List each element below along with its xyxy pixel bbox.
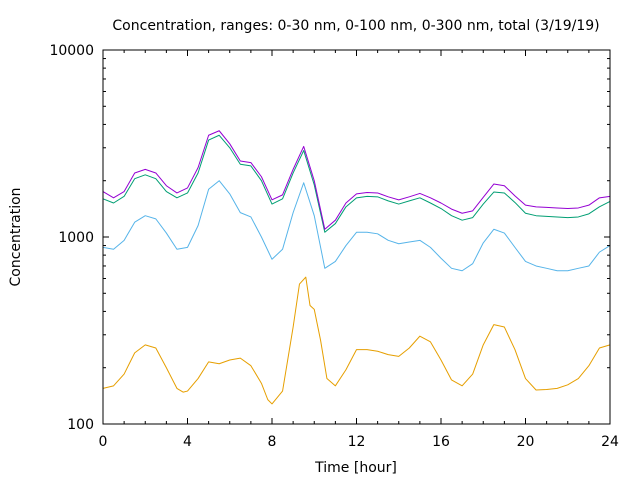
x-tick-label: 20: [517, 434, 535, 450]
x-axis-label: Time [hour]: [314, 460, 397, 476]
y-tick-label: 100: [67, 417, 94, 433]
y-axis-label: Concentration: [8, 187, 24, 286]
series-line-0-30-nm: [102, 276, 611, 405]
x-tick-label: 24: [601, 434, 619, 450]
y-tick-label: 10000: [49, 43, 94, 59]
plot-frame: [102, 49, 611, 425]
x-tick-label: 8: [268, 434, 277, 450]
x-tick-label: 4: [183, 434, 192, 450]
series-line-0-100-nm: [102, 180, 611, 272]
y-tick-label: 1000: [58, 230, 94, 246]
series-line-total: [102, 130, 611, 230]
x-tick-label: 12: [348, 434, 366, 450]
ticks-layer: 0 4 8 12 16 20 24 100 1000 10000: [49, 43, 619, 450]
x-tick-label: 0: [99, 434, 108, 450]
x-tick-label: 16: [432, 434, 450, 450]
series-line-0-300-nm: [102, 134, 611, 233]
series-layer: [102, 130, 611, 405]
chart-title: Concentration, ranges: 0-30 nm, 0-100 nm…: [112, 18, 599, 34]
